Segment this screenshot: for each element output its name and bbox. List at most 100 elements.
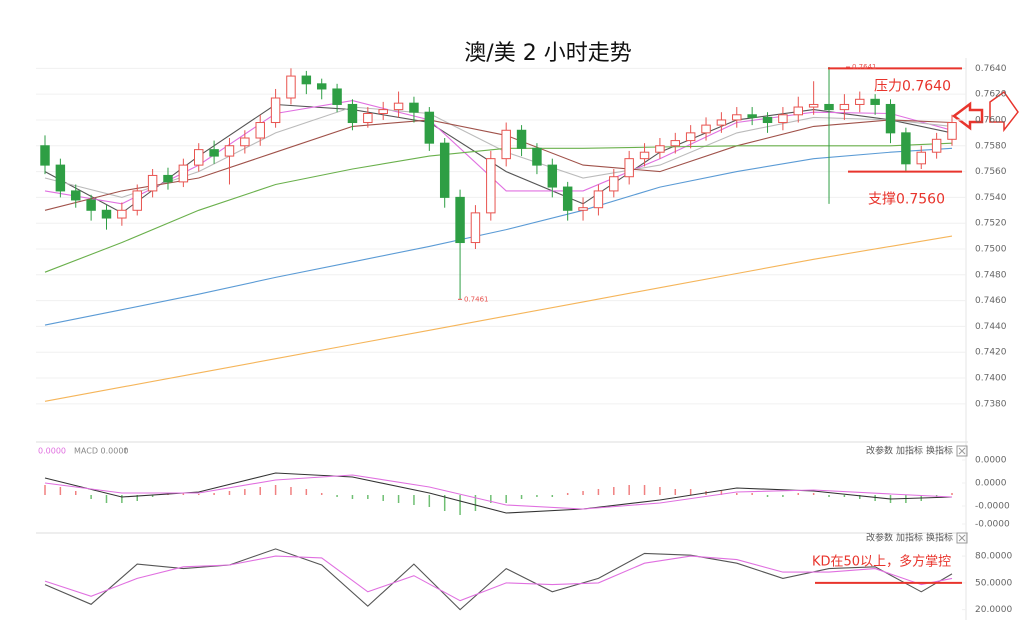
candle-body: [947, 122, 957, 140]
close-icon: [958, 534, 966, 542]
indicator-line: [44, 555, 953, 602]
y-tick-label: 0.7480: [975, 270, 1007, 280]
candle-body: [855, 98, 865, 105]
y-tick-label: 0.7600: [975, 115, 1007, 125]
candle-body: [716, 119, 727, 126]
tool-button[interactable]: 换指标: [926, 445, 953, 457]
candle-body: [793, 106, 803, 116]
candle-body: [147, 174, 158, 192]
candle-body: [132, 190, 142, 211]
tool-button[interactable]: 改参数: [866, 445, 893, 457]
y-tick-label: 0.7380: [975, 399, 1007, 409]
candle-body: [347, 103, 358, 124]
candle-body: [316, 83, 327, 90]
y-tick-label: 0.0000: [975, 456, 1007, 466]
candle-body: [163, 174, 173, 183]
candle-body: [301, 75, 312, 85]
candle-body: [501, 129, 511, 160]
y-tick-label: 0.7500: [975, 245, 1007, 255]
close-button[interactable]: [956, 532, 968, 544]
candle-body: [424, 111, 435, 144]
candle-body: [639, 151, 650, 160]
candle-body: [593, 190, 604, 209]
candle-body: [609, 176, 619, 192]
candle-body: [178, 164, 189, 183]
candle-body: [470, 212, 481, 244]
annotation: 压力0.7640: [874, 78, 951, 94]
candle-body: [839, 103, 850, 111]
candle-body: [808, 103, 819, 108]
macd-legend: ↑: [122, 447, 129, 456]
y-tick-label: 0.7420: [975, 348, 1007, 358]
candle-body: [209, 149, 219, 157]
candle-body: [240, 137, 250, 147]
y-tick-label: 0.7640: [975, 64, 1007, 74]
candle-body: [439, 142, 450, 198]
y-tick-label: 0.7540: [975, 193, 1007, 203]
candle-body: [578, 207, 588, 211]
tool-button[interactable]: 换指标: [926, 532, 953, 544]
tool-button[interactable]: 改参数: [866, 532, 893, 544]
tool-button[interactable]: 加指标: [896, 532, 923, 544]
candle-body: [101, 209, 112, 219]
candle-body: [55, 164, 66, 192]
y-tick-label: 0.7520: [975, 219, 1007, 229]
candle-body: [931, 138, 942, 153]
close-button[interactable]: [956, 445, 968, 457]
candle-body: [40, 145, 50, 166]
y-tick-label: 0.7560: [975, 167, 1007, 177]
candle-body: [270, 97, 281, 124]
candle-body: [194, 149, 204, 166]
candle-body: [71, 190, 81, 201]
candle-body: [747, 114, 757, 118]
extreme-label: 0.7461: [464, 295, 489, 303]
extreme-label: 0.7641: [852, 63, 877, 71]
candle-body: [824, 103, 834, 111]
indicator-line: [44, 147, 953, 326]
tool-button[interactable]: 加指标: [896, 445, 923, 457]
candle-body: [778, 114, 788, 124]
candle-body: [870, 98, 880, 105]
candle-body: [732, 114, 742, 121]
candle-body: [655, 145, 665, 153]
candle-body: [409, 102, 419, 113]
candle-body: [885, 103, 896, 134]
candle-body: [901, 132, 911, 165]
macd-legend: MACD 0.0000: [74, 447, 129, 456]
candle-body: [332, 88, 342, 105]
candle-body: [701, 124, 711, 134]
chart-title: 澳/美 2 小时走势: [464, 41, 631, 66]
y-tick-label: 0.0000: [975, 479, 1007, 489]
annotation: 支撑0.7560: [868, 192, 945, 208]
y-tick-label: 20.0000: [975, 605, 1012, 615]
candle-body: [916, 151, 926, 165]
candle-body: [363, 112, 373, 124]
y-tick-label: 80.0000: [975, 552, 1012, 562]
candle-body: [378, 109, 388, 114]
candle-body: [393, 102, 404, 111]
candle-body: [624, 158, 634, 178]
indicator-line: [44, 474, 953, 510]
y-tick-label: 0.7460: [975, 296, 1007, 306]
candle-body: [86, 199, 96, 211]
candle-body: [516, 129, 527, 149]
candle-body: [455, 196, 465, 244]
candle-body: [255, 122, 265, 139]
indicator-line: [44, 472, 953, 514]
candle-body: [547, 164, 558, 188]
candle-body: [685, 132, 696, 142]
candle-body: [486, 158, 496, 214]
indicator-line: [44, 235, 953, 402]
candle-body: [286, 75, 296, 99]
arrow-icon: [951, 101, 984, 131]
y-tick-label: 0.7400: [975, 374, 1007, 384]
candle-body: [762, 116, 773, 124]
candle-body: [670, 140, 681, 147]
y-tick-label: 0.7440: [975, 322, 1007, 332]
y-tick-label: 0.7620: [975, 90, 1007, 100]
y-tick-label: -0.0000: [975, 520, 1010, 530]
macd-legend: 0.0000: [38, 447, 66, 456]
arrow-icon: [989, 90, 1019, 133]
